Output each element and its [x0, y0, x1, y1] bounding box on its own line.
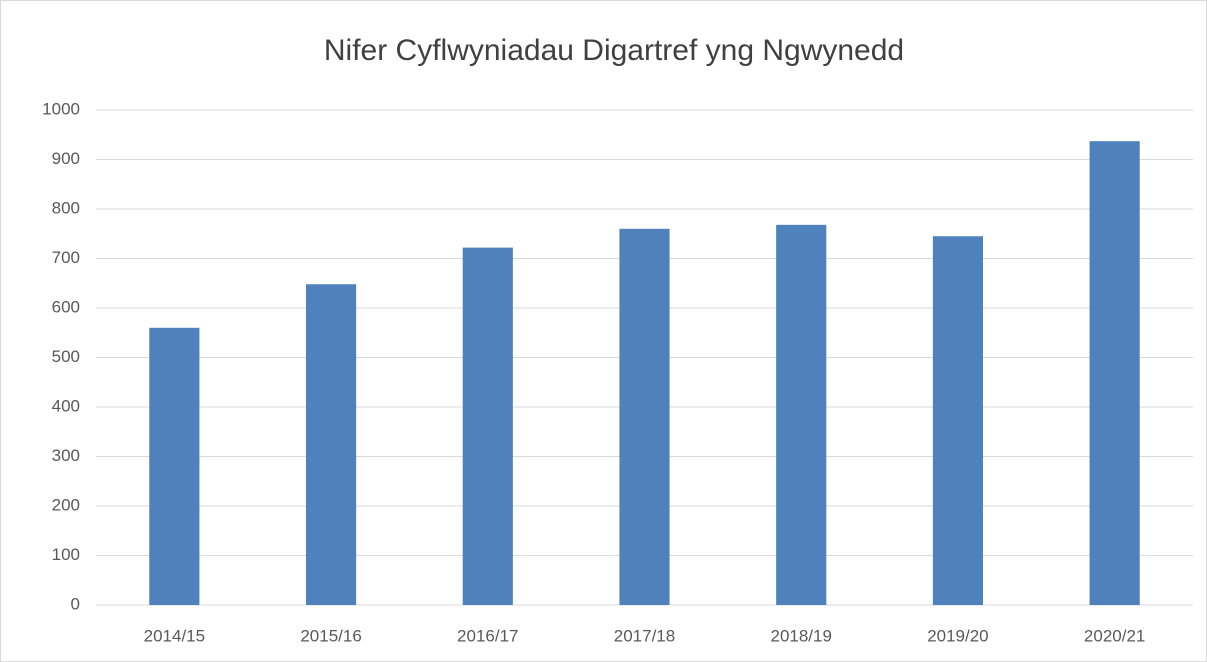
x-tick-label: 2019/20 — [927, 626, 988, 645]
bar — [1089, 141, 1140, 605]
y-tick-label: 200 — [52, 495, 80, 514]
y-tick-label: 600 — [52, 297, 80, 316]
bar — [462, 247, 513, 606]
y-tick-label: 800 — [52, 198, 80, 217]
bar — [305, 284, 357, 605]
y-tick-label: 400 — [52, 396, 80, 415]
bar — [932, 236, 984, 605]
y-tick-label: 0 — [71, 594, 80, 613]
y-tick-label: 500 — [52, 347, 80, 366]
x-tick-label: 2018/19 — [770, 626, 831, 645]
y-tick-label: 100 — [52, 545, 80, 564]
y-tick-label: 700 — [52, 248, 80, 267]
y-tick-label: 1000 — [42, 99, 80, 118]
x-tick-label: 2014/15 — [144, 626, 205, 645]
bar — [776, 224, 827, 605]
x-tick-label: 2017/18 — [614, 626, 675, 645]
x-tick-label: 2015/16 — [300, 626, 361, 645]
bar — [619, 228, 670, 606]
chart-title: Nifer Cyflwyniadau Digartref yng Ngwyned… — [324, 34, 904, 67]
bar — [149, 327, 200, 605]
x-tick-label: 2016/17 — [457, 626, 518, 645]
y-tick-label: 300 — [52, 446, 80, 465]
x-tick-label: 2020/21 — [1084, 626, 1145, 645]
y-tick-label: 900 — [52, 149, 80, 168]
